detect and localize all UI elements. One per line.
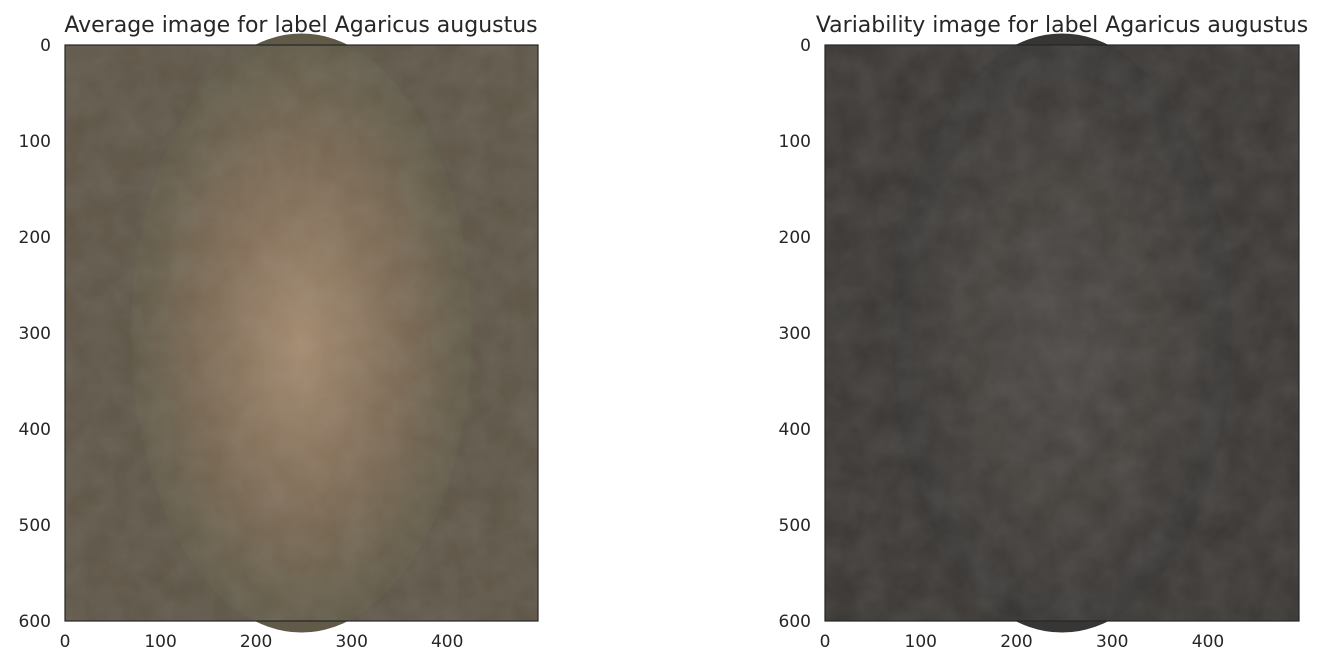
image-texture: [65, 45, 538, 621]
x-tick-label: 300: [335, 632, 367, 652]
panel-variability: Variability image for label Agaricus aug…: [779, 13, 1309, 652]
y-tick-label: 300: [779, 324, 811, 344]
y-tick-label: 500: [779, 516, 811, 536]
y-tick-label: 200: [19, 228, 51, 248]
y-tick-label: 0: [800, 36, 811, 56]
average-frame: [64, 44, 539, 622]
y-tick-label: 300: [19, 324, 51, 344]
x-tick-label: 300: [1096, 632, 1128, 652]
panel-average: Average image for label Agaricus augustu…: [19, 13, 539, 652]
x-tick-label: 200: [1000, 632, 1032, 652]
variability-x-ticks: 0 100 200 300 400: [820, 632, 1225, 652]
x-tick-label: 0: [820, 632, 831, 652]
y-tick-label: 200: [779, 228, 811, 248]
x-tick-label: 400: [431, 632, 463, 652]
x-tick-label: 100: [905, 632, 937, 652]
y-tick-label: 600: [19, 612, 51, 632]
variability-image: [825, 33, 1299, 633]
x-tick-label: 200: [240, 632, 272, 652]
variability-frame: [824, 44, 1300, 622]
y-tick-label: 400: [19, 420, 51, 440]
x-tick-label: 100: [144, 632, 176, 652]
x-tick-label: 0: [60, 632, 71, 652]
y-tick-label: 500: [19, 516, 51, 536]
y-tick-label: 400: [779, 420, 811, 440]
y-tick-label: 0: [40, 36, 51, 56]
average-image: [65, 33, 538, 633]
image-texture: [825, 45, 1299, 621]
y-tick-label: 100: [779, 132, 811, 152]
average-x-ticks: 0 100 200 300 400: [60, 632, 464, 652]
y-tick-label: 100: [19, 132, 51, 152]
variability-y-ticks: 0 100 200 300 400 500 600: [779, 36, 811, 632]
average-y-ticks: 0 100 200 300 400 500 600: [19, 36, 51, 632]
y-tick-label: 600: [779, 612, 811, 632]
x-tick-label: 400: [1192, 632, 1224, 652]
